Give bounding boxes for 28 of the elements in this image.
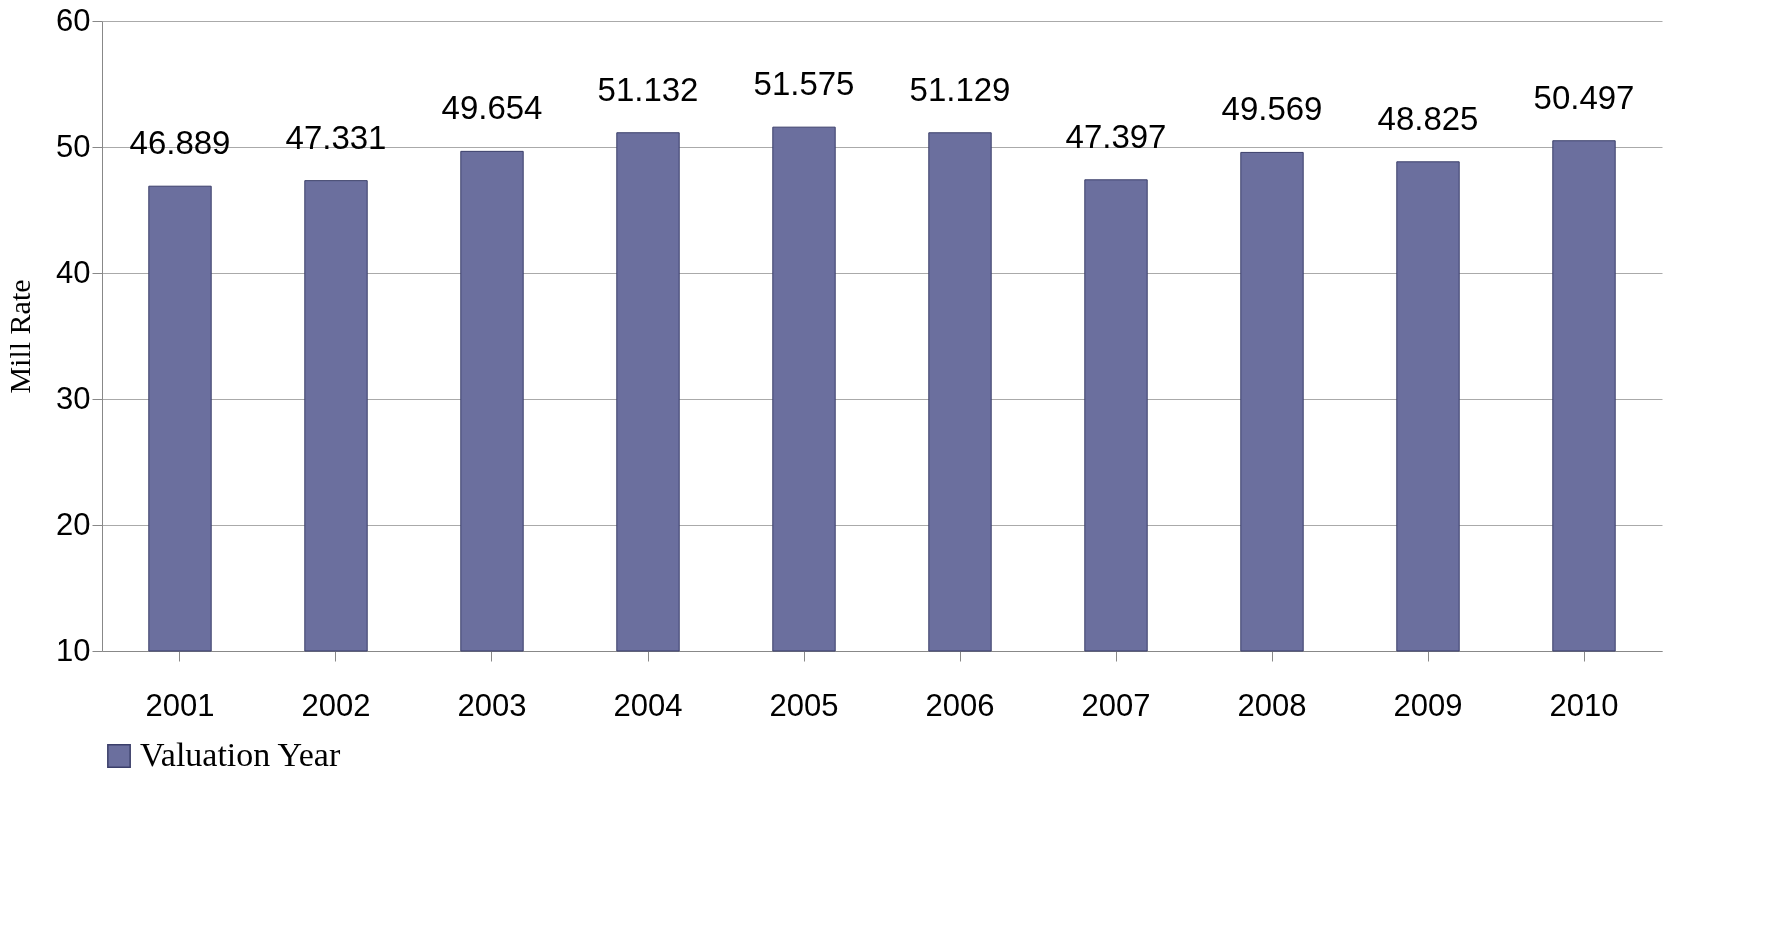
y-tick-label: 20: [56, 506, 91, 542]
y-tick-label: 10: [56, 632, 91, 668]
data-label: 51.575: [753, 65, 855, 103]
x-tick-label: 2007: [1081, 687, 1151, 723]
x-tick-label: 2006: [925, 687, 995, 723]
x-tick-label: 2009: [1393, 687, 1463, 723]
y-axis-title: Mill Rate: [3, 279, 37, 394]
data-label: 47.331: [285, 118, 387, 156]
legend-label: Valuation Year: [140, 736, 341, 773]
data-label: 48.825: [1377, 99, 1479, 137]
y-tick-label: 30: [56, 380, 91, 416]
data-label: 47.397: [1065, 117, 1167, 155]
x-tick-label: 2010: [1549, 687, 1619, 723]
x-tick-label: 2003: [457, 687, 527, 723]
y-tick-label: 50: [56, 128, 91, 164]
data-label: 51.129: [909, 70, 1011, 108]
x-tick-label: 2008: [1237, 687, 1307, 723]
y-tick-label: 60: [56, 2, 91, 38]
x-tick-label: 2005: [769, 687, 839, 723]
data-label: 49.654: [441, 89, 543, 127]
data-label: 51.132: [597, 70, 699, 108]
x-tick-label: 2001: [145, 687, 215, 723]
x-tick-label: 2004: [613, 687, 683, 723]
data-label: 46.889: [129, 124, 231, 162]
x-tick-label: 2002: [301, 687, 371, 723]
data-label: 50.497: [1533, 78, 1635, 116]
y-tick-label: 40: [56, 254, 91, 290]
data-label: 49.569: [1221, 90, 1323, 128]
